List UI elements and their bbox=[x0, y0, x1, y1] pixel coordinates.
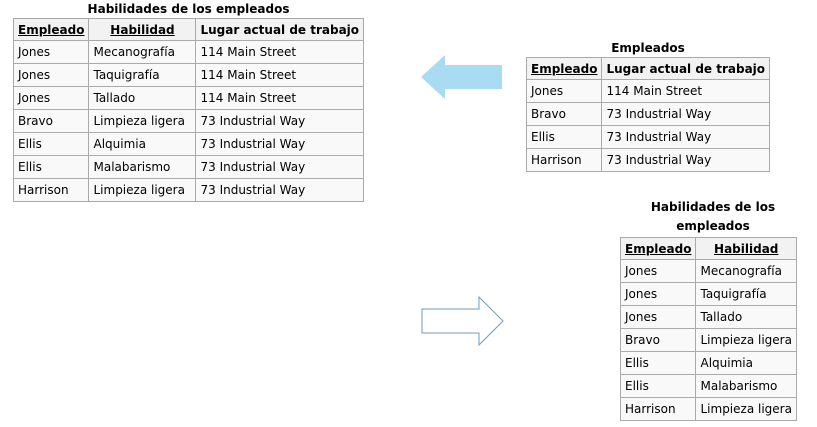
table-cell: Malabarismo bbox=[88, 155, 197, 179]
table-cell: 114 Main Street bbox=[195, 86, 365, 110]
table-row: Bravo Limpieza ligera bbox=[619, 328, 797, 352]
table-cell: Bravo bbox=[619, 328, 697, 352]
table-cell: 73 Industrial Way bbox=[601, 125, 771, 149]
table-cell: 73 Industrial Way bbox=[195, 178, 365, 202]
table-row: Jones Tallado bbox=[619, 305, 797, 329]
employees-table-caption: Empleados bbox=[611, 41, 685, 55]
table-row: Jones Taquigrafía bbox=[619, 282, 797, 306]
table-row: Jones Mecanografía bbox=[619, 259, 797, 283]
table-cell: 73 Industrial Way bbox=[601, 102, 771, 126]
arrow-left-icon bbox=[421, 55, 502, 99]
employees-table-block: Empleados Empleado Lugar actual de traba… bbox=[525, 40, 771, 172]
table-row: Ellis Alquimia bbox=[619, 351, 797, 375]
table-cell: 114 Main Street bbox=[195, 40, 365, 64]
skills-table-header-row: Empleado Habilidad bbox=[619, 237, 797, 260]
skills-table: Empleado Habilidad Jones Mecanografía Jo… bbox=[619, 237, 797, 421]
table-cell: Jones bbox=[525, 79, 603, 103]
header-cell: Empleado bbox=[525, 57, 603, 80]
table-cell: Harrison bbox=[619, 397, 697, 421]
table-cell: Alquimia bbox=[695, 351, 797, 375]
table-cell: Tallado bbox=[88, 86, 197, 110]
table-cell: Taquigrafía bbox=[88, 63, 197, 87]
table-row: Ellis Malabarismo 73 Industrial Way bbox=[12, 155, 365, 179]
table-cell: Ellis bbox=[12, 155, 90, 179]
full-table: Empleado Habilidad Lugar actual de traba… bbox=[12, 18, 365, 202]
table-row: Jones Mecanografía 114 Main Street bbox=[12, 40, 365, 64]
table-cell: 114 Main Street bbox=[195, 63, 365, 87]
table-row: Ellis Alquimia 73 Industrial Way bbox=[12, 132, 365, 156]
table-cell: Jones bbox=[619, 282, 697, 306]
table-row: Harrison Limpieza ligera 73 Industrial W… bbox=[12, 178, 365, 202]
table-cell: Ellis bbox=[619, 351, 697, 375]
header-cell: Empleado bbox=[12, 18, 90, 41]
full-table-caption: Habilidades de los empleados bbox=[87, 2, 290, 16]
table-cell: Jones bbox=[12, 63, 90, 87]
table-cell: Tallado bbox=[695, 305, 797, 329]
table-row: Harrison Limpieza ligera bbox=[619, 397, 797, 421]
table-row: Harrison 73 Industrial Way bbox=[525, 148, 771, 172]
table-row: Ellis 73 Industrial Way bbox=[525, 125, 771, 149]
table-cell: Bravo bbox=[12, 109, 90, 133]
table-cell: Mecanografía bbox=[88, 40, 197, 64]
table-cell: Jones bbox=[12, 40, 90, 64]
employees-table-header-row: Empleado Lugar actual de trabajo bbox=[525, 57, 771, 80]
skills-table-caption: Habilidades de los empleados bbox=[650, 200, 776, 233]
table-cell: Ellis bbox=[12, 132, 90, 156]
header-cell: Lugar actual de trabajo bbox=[601, 57, 771, 80]
table-cell: 114 Main Street bbox=[601, 79, 771, 103]
table-cell: Limpieza ligera bbox=[88, 109, 197, 133]
table-cell: Jones bbox=[12, 86, 90, 110]
table-row: Bravo 73 Industrial Way bbox=[525, 102, 771, 126]
table-cell: Harrison bbox=[12, 178, 90, 202]
table-cell: Limpieza ligera bbox=[695, 397, 797, 421]
table-cell: Taquigrafía bbox=[695, 282, 797, 306]
table-row: Jones 114 Main Street bbox=[525, 79, 771, 103]
full-table-block: Habilidades de los empleados Empleado Ha… bbox=[12, 1, 365, 202]
header-cell: Habilidad bbox=[88, 18, 197, 41]
table-cell: Harrison bbox=[525, 148, 603, 172]
table-cell: Malabarismo bbox=[695, 374, 797, 398]
table-cell: Ellis bbox=[525, 125, 603, 149]
table-row: Jones Tallado 114 Main Street bbox=[12, 86, 365, 110]
table-cell: 73 Industrial Way bbox=[601, 148, 771, 172]
table-cell: Bravo bbox=[525, 102, 603, 126]
arrow-right-icon bbox=[421, 296, 504, 346]
table-cell: 73 Industrial Way bbox=[195, 109, 365, 133]
table-cell: Limpieza ligera bbox=[695, 328, 797, 352]
table-cell: Jones bbox=[619, 259, 697, 283]
table-row: Ellis Malabarismo bbox=[619, 374, 797, 398]
table-cell: Jones bbox=[619, 305, 697, 329]
full-table-header-row: Empleado Habilidad Lugar actual de traba… bbox=[12, 18, 365, 41]
header-cell: Empleado bbox=[619, 237, 697, 260]
table-row: Bravo Limpieza ligera 73 Industrial Way bbox=[12, 109, 365, 133]
table-row: Jones Taquigrafía 114 Main Street bbox=[12, 63, 365, 87]
table-cell: Ellis bbox=[619, 374, 697, 398]
header-cell: Lugar actual de trabajo bbox=[195, 18, 365, 41]
table-cell: 73 Industrial Way bbox=[195, 155, 365, 179]
table-cell: Mecanografía bbox=[695, 259, 797, 283]
header-cell: Habilidad bbox=[695, 237, 797, 260]
table-cell: 73 Industrial Way bbox=[195, 132, 365, 156]
skills-table-block: Habilidades de los empleados Empleado Ha… bbox=[619, 198, 806, 421]
employees-table: Empleado Lugar actual de trabajo Jones 1… bbox=[525, 57, 771, 172]
table-cell: Limpieza ligera bbox=[88, 178, 197, 202]
table-cell: Alquimia bbox=[88, 132, 197, 156]
